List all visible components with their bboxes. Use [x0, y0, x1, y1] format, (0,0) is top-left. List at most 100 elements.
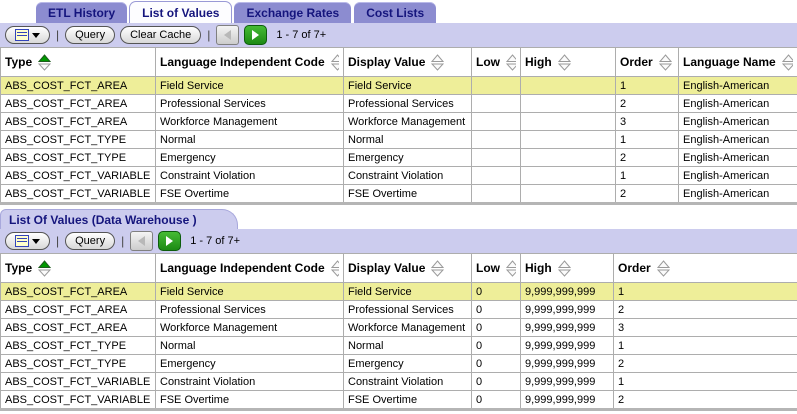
table-row[interactable]: ABS_COST_FCT_VARIABLE FSE Overtime FSE Ove… — [0, 390, 797, 410]
column-header-high[interactable]: High — [520, 47, 616, 77]
table-row[interactable]: ABS_COST_FCT_AREA Professional Services Pr… — [0, 300, 797, 319]
column-header-type[interactable]: Type — [0, 253, 156, 283]
table-row[interactable]: ABS_COST_FCT_TYPE Normal Normal 0 9,999,999,… — [0, 336, 797, 355]
tab-list-of-values[interactable]: List of Values — [129, 1, 233, 23]
cell: ABS_COST_FCT_TYPE — [0, 336, 156, 355]
next-page-button[interactable] — [158, 231, 182, 251]
column-label: Type — [5, 261, 33, 275]
cell: Field Service — [155, 282, 344, 301]
sort-icon[interactable] — [330, 259, 339, 277]
previous-page-button[interactable] — [130, 231, 154, 251]
sort-icon[interactable] — [506, 259, 516, 277]
paging-text: 1 - 7 of 7+ — [190, 235, 241, 247]
sort-icon[interactable] — [506, 53, 516, 71]
menu-list-icon — [15, 235, 29, 247]
cell: ABS_COST_FCT_VARIABLE — [0, 166, 156, 185]
header-row: Type Language Independent Code Display Val… — [0, 253, 797, 283]
tab-exchange-rates[interactable]: Exchange Rates — [233, 1, 353, 23]
cell: Professional Services — [343, 300, 472, 319]
header-row: Type Language Independent Code Display Val… — [0, 47, 797, 77]
cell: Workforce Management — [155, 112, 344, 131]
menu-button[interactable] — [5, 232, 50, 250]
cell — [471, 148, 521, 167]
cell: ABS_COST_FCT_AREA — [0, 318, 156, 337]
column-header-high[interactable]: High — [520, 253, 614, 283]
cell: Field Service — [343, 76, 472, 95]
cell: 2 — [613, 354, 797, 373]
column-header-display-value[interactable]: Display Value — [343, 47, 472, 77]
table-row[interactable]: ABS_COST_FCT_TYPE Emergency Emergency 2 Engl… — [0, 148, 797, 167]
cell: 1 — [613, 336, 797, 355]
previous-page-button[interactable] — [216, 25, 240, 45]
cell: 1 — [615, 130, 679, 149]
cell: English-American — [678, 112, 797, 131]
column-header-language-independent-code[interactable]: Language Independent Code — [155, 253, 344, 283]
cell: 1 — [613, 372, 797, 391]
sort-icon[interactable] — [658, 53, 672, 71]
section-title: List Of Values (Data Warehouse ) — [9, 212, 197, 227]
sort-icon[interactable] — [557, 259, 571, 277]
column-header-language-name[interactable]: Language Name — [678, 47, 797, 77]
table-row[interactable]: ABS_COST_FCT_VARIABLE FSE Overtime FSE Ove… — [0, 184, 797, 204]
query-button[interactable]: Query — [65, 232, 116, 250]
table-row[interactable]: ABS_COST_FCT_AREA Professional Services Pr… — [0, 94, 797, 113]
cell — [520, 184, 616, 204]
cell: ABS_COST_FCT_AREA — [0, 282, 156, 301]
cell: 2 — [615, 94, 679, 113]
column-header-low[interactable]: Low — [471, 47, 521, 77]
tab-bar: ETL History List of Values Exchange Rate… — [0, 0, 797, 23]
column-label: Language Independent Code — [160, 55, 325, 69]
cell: 0 — [471, 372, 521, 391]
table-row[interactable]: ABS_COST_FCT_AREA Field Service Field Serv… — [0, 76, 797, 95]
column-header-type[interactable]: Type — [0, 47, 156, 77]
sort-icon[interactable] — [781, 53, 793, 71]
table-row[interactable]: ABS_COST_FCT_TYPE Emergency Emergency 0 9,99… — [0, 354, 797, 373]
sort-icon[interactable] — [557, 53, 571, 71]
table-row[interactable]: ABS_COST_FCT_AREA Workforce Management Wor… — [0, 112, 797, 131]
menu-list-icon — [15, 29, 29, 41]
chevron-down-icon — [32, 32, 40, 38]
list-of-values-table: Type Language Independent Code Display Val… — [0, 47, 797, 205]
cell — [471, 94, 521, 113]
tab-cost-lists[interactable]: Cost Lists — [353, 1, 438, 23]
table-row[interactable]: ABS_COST_FCT_AREA Workforce Management Wor… — [0, 318, 797, 337]
column-label: Low — [476, 261, 500, 275]
column-header-language-independent-code[interactable]: Language Independent Code — [155, 47, 344, 77]
next-page-button[interactable] — [244, 25, 268, 45]
cell: 2 — [613, 300, 797, 319]
cell — [471, 112, 521, 131]
table-row[interactable]: ABS_COST_FCT_VARIABLE Constraint Violatio… — [0, 372, 797, 391]
tab-etl-history[interactable]: ETL History — [35, 1, 129, 23]
column-header-low[interactable]: Low — [471, 253, 521, 283]
cell: ABS_COST_FCT_AREA — [0, 300, 156, 319]
cell: 0 — [471, 336, 521, 355]
column-header-display-value[interactable]: Display Value — [343, 253, 472, 283]
query-button[interactable]: Query — [65, 26, 116, 44]
cell: ABS_COST_FCT_TYPE — [0, 130, 156, 149]
sort-icon[interactable] — [330, 53, 339, 71]
column-label: Language Name — [683, 55, 776, 69]
menu-button[interactable] — [5, 26, 50, 44]
clear-cache-button[interactable]: Clear Cache — [120, 26, 202, 44]
table-row[interactable]: ABS_COST_FCT_VARIABLE Constraint Violatio… — [0, 166, 797, 185]
cell — [471, 184, 521, 204]
column-header-order[interactable]: Order — [615, 47, 679, 77]
cell: Constraint Violation — [343, 372, 472, 391]
sort-icon[interactable] — [38, 53, 52, 71]
cell: 1 — [613, 282, 797, 301]
cell: Professional Services — [155, 300, 344, 319]
sort-icon[interactable] — [431, 53, 445, 71]
sort-icon[interactable] — [431, 259, 445, 277]
cell: 9,999,999,999 — [520, 354, 614, 373]
sort-icon[interactable] — [38, 259, 52, 277]
cell — [471, 130, 521, 149]
cell: 9,999,999,999 — [520, 336, 614, 355]
sort-icon[interactable] — [656, 259, 670, 277]
cell — [471, 76, 521, 95]
cell: ABS_COST_FCT_AREA — [0, 94, 156, 113]
column-header-order[interactable]: Order — [613, 253, 797, 283]
table-row[interactable]: ABS_COST_FCT_TYPE Normal Normal 1 English-Am… — [0, 130, 797, 149]
table-row[interactable]: ABS_COST_FCT_AREA Field Service Field Serv… — [0, 282, 797, 301]
cell: 0 — [471, 318, 521, 337]
